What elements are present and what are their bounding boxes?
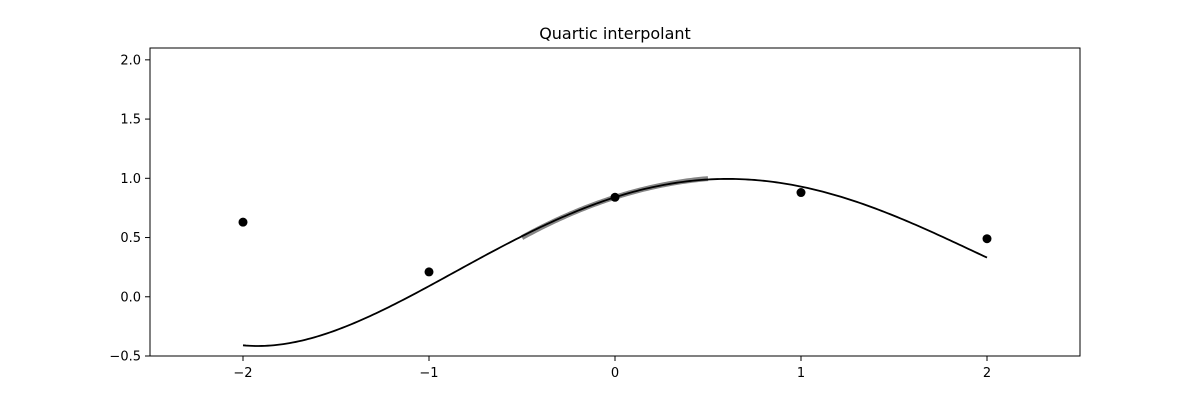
x-tick-label: 2	[983, 366, 991, 381]
plot-area	[238, 176, 992, 347]
x-tick-label: 1	[797, 366, 805, 381]
y-tick-label: −0.5	[109, 350, 141, 365]
x-tick-label: 0	[611, 366, 619, 381]
x-tick-label: −1	[419, 366, 438, 381]
data-point	[238, 217, 248, 227]
y-tick-label: 1.5	[120, 113, 141, 128]
y-axis: −0.5 0.0 0.5 1.0 1.5 2.0	[109, 53, 150, 365]
data-point	[982, 234, 992, 244]
y-tick-label: 0.0	[120, 290, 141, 305]
x-tick-label: −2	[233, 366, 252, 381]
x-axis: −2 −1 0 1 2	[233, 356, 991, 381]
data-point	[796, 188, 806, 198]
data-point	[610, 192, 620, 202]
y-tick-label: 2.0	[120, 53, 141, 68]
data-point	[424, 267, 434, 277]
y-tick-label: 0.5	[120, 231, 141, 246]
y-tick-label: 1.0	[120, 172, 141, 187]
chart-title: Quartic interpolant	[539, 24, 691, 43]
